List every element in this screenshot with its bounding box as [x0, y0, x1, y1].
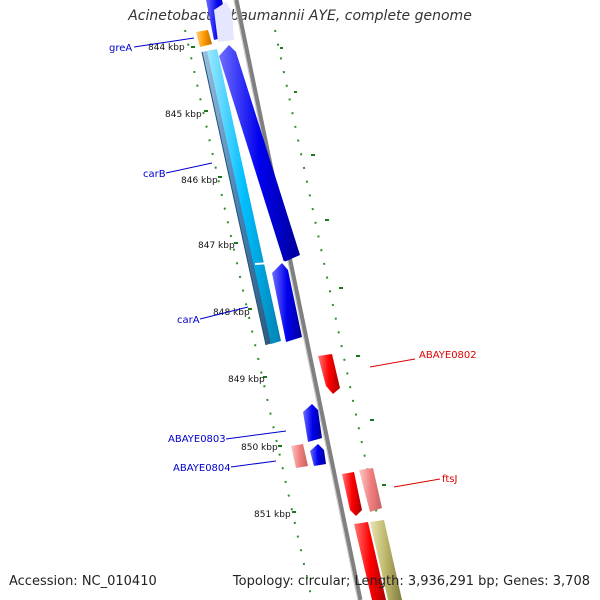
- tick-label-847: 847 kbp: [198, 241, 235, 251]
- gene-bottom-red[interactable]: [354, 522, 386, 600]
- inner-ticks: [191, 46, 296, 513]
- gene-ABAYE0802[interactable]: [318, 354, 340, 394]
- gene-upper-faint[interactable]: [214, 2, 234, 42]
- gene-ABAYE0804[interactable]: [310, 444, 326, 466]
- gene-ABAYE0803[interactable]: [303, 404, 322, 442]
- region-cyan[interactable]: [207, 49, 281, 344]
- tick-label-845: 845 kbp: [165, 110, 202, 120]
- gene-carB[interactable]: [219, 45, 300, 262]
- gene-label-carA[interactable]: carA: [177, 315, 200, 326]
- tick-labels: 844 kbp 845 kbp 846 kbp 847 kbp 848 kbp …: [148, 43, 291, 520]
- tick-label-846: 846 kbp: [181, 176, 218, 186]
- gene-label-ftsJ[interactable]: ftsJ: [442, 474, 457, 485]
- tick-label-851: 851 kbp: [254, 510, 291, 520]
- tick-label-844: 844 kbp: [148, 43, 185, 53]
- genome-summary-text: Topology: circular; Length: 3,936,291 bp…: [232, 574, 590, 589]
- gene-greA-rna[interactable]: [196, 30, 212, 47]
- gene-label-carB[interactable]: carB: [143, 169, 166, 180]
- reverse-strand-genes: [291, 354, 402, 600]
- gene-label-ABAYE0802[interactable]: ABAYE0802: [419, 350, 477, 361]
- forward-strand-genes: [206, 0, 326, 466]
- tick-label-849: 849 kbp: [228, 375, 265, 385]
- backbone-highlight: [233, 0, 359, 600]
- gene-labels: greA carB carA ABAYE0803 ABAYE0804 ABAYE…: [109, 43, 477, 485]
- gene-ftsJ-pink[interactable]: [359, 468, 382, 512]
- region-steel-edge: [201, 51, 267, 346]
- tick-label-848: 848 kbp: [213, 308, 250, 318]
- gene-ABAYE0804-pink[interactable]: [291, 444, 308, 468]
- gene-carA[interactable]: [272, 263, 302, 342]
- gene-ftsJ-red[interactable]: [342, 472, 362, 516]
- tick-label-850: 850 kbp: [241, 443, 278, 453]
- outer-ticks: [280, 47, 386, 486]
- gene-label-ABAYE0804[interactable]: ABAYE0804: [173, 463, 231, 474]
- accession-text: Accession: NC_010410: [9, 574, 157, 589]
- band-separator: [254, 261, 286, 265]
- genome-backbone: [233, 0, 363, 600]
- gene-label-greA[interactable]: greA: [109, 43, 132, 54]
- gene-label-ABAYE0803[interactable]: ABAYE0803: [168, 434, 226, 445]
- gene-bottom-olive[interactable]: [370, 520, 402, 600]
- label-leaders: [133, 37, 441, 488]
